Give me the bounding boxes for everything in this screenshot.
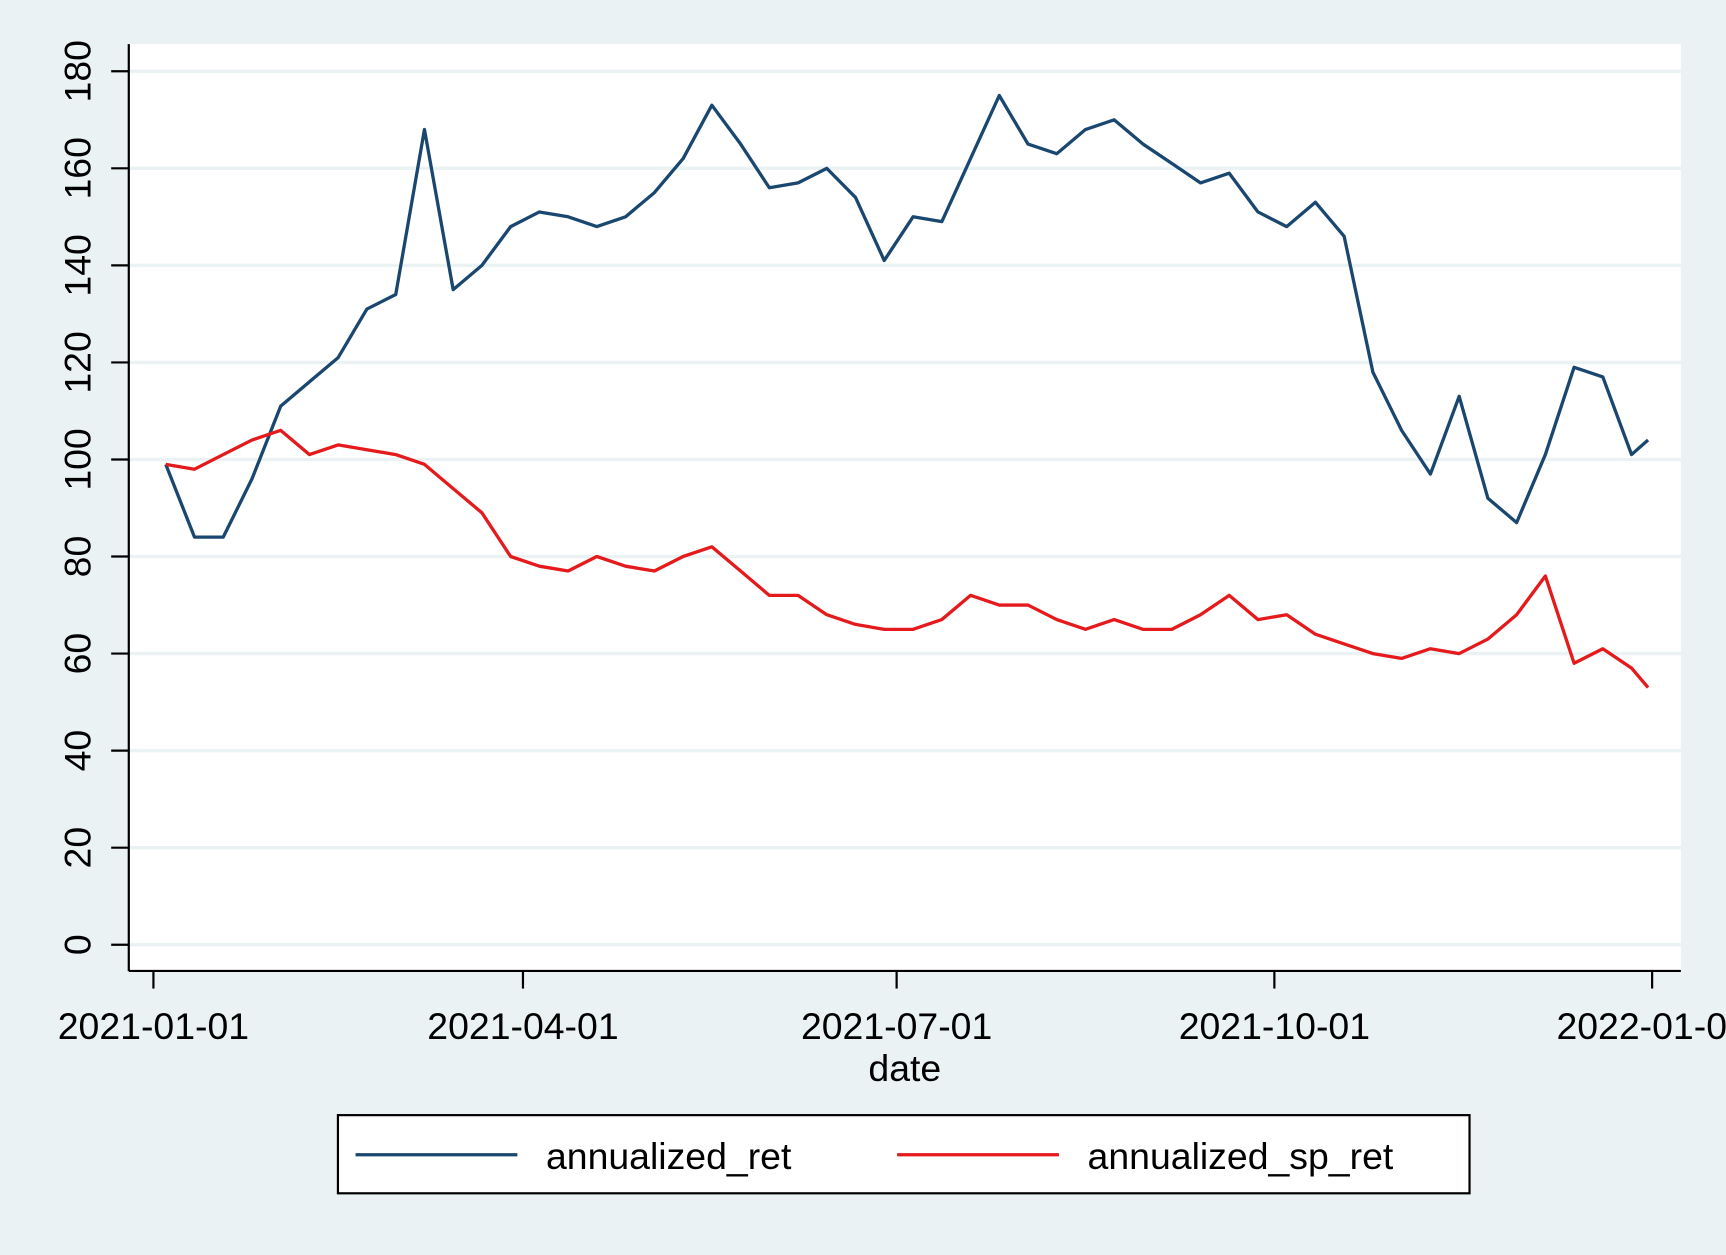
- legend-label: annualized_sp_ret: [1088, 1135, 1394, 1177]
- y-tick-label: 40: [56, 730, 98, 772]
- x-tick-label: 2021-04-01: [427, 1005, 618, 1047]
- x-axis-title: date: [868, 1047, 941, 1089]
- ticks: 0 20 40 60 80 100 120 140 160 180 2021-01-01 2021-0…: [56, 40, 1726, 1047]
- series-line: [164, 93, 1650, 539]
- lines: [164, 93, 1650, 689]
- grid: [128, 69, 1681, 947]
- x-tick-label: 2021-10-01: [1179, 1005, 1370, 1047]
- y-tick-label: 80: [56, 536, 98, 578]
- x-tick-label: 2021-07-01: [801, 1005, 992, 1047]
- plot-area: [128, 44, 1681, 971]
- y-tick-label: 140: [56, 234, 98, 296]
- legend: annualized_ret annualized_sp_ret: [336, 1114, 1471, 1195]
- y-tick-label: 60: [56, 633, 98, 675]
- y-tick-label: 160: [56, 137, 98, 199]
- series-line: [165, 428, 1650, 689]
- y-tick-label: 0: [56, 934, 98, 955]
- legend-label: annualized_ret: [546, 1135, 792, 1177]
- y-tick-label: 120: [56, 331, 98, 393]
- y-tick-label: 100: [56, 428, 98, 490]
- legend-box: [336, 1114, 1471, 1195]
- y-tick-label: 180: [56, 40, 98, 102]
- y-tick-label: 20: [56, 827, 98, 869]
- x-tick-label: 2022-01-01: [1556, 1005, 1726, 1047]
- x-tick-label: 2021-01-01: [58, 1005, 249, 1047]
